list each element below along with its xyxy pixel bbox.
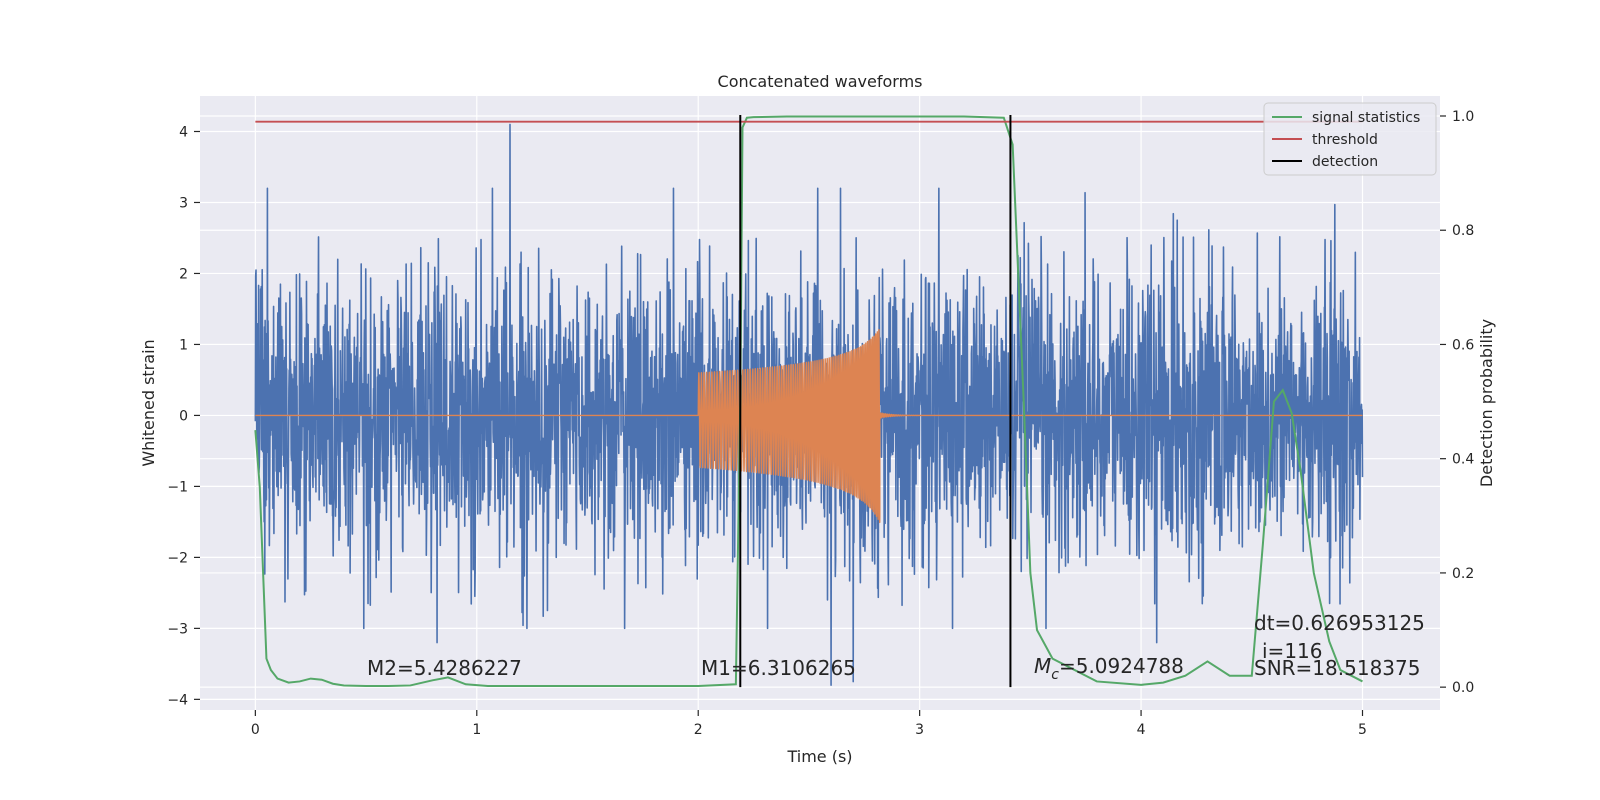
y-tick-label: 0 [179, 408, 188, 424]
detection-lines [739, 114, 1012, 688]
x-tick-label: 0 [251, 722, 260, 738]
annotation-snr: SNR=18.518375 [1254, 656, 1420, 680]
legend-frame [1263, 102, 1437, 176]
y-axis-label: Whitened strain [139, 339, 158, 466]
y-right-tick-label: 0.6 [1452, 337, 1474, 353]
y-right-tick-label: 0.8 [1452, 223, 1474, 239]
y-tick-label: −3 [167, 621, 188, 637]
ticks: 0 1 2 3 4 5 4 3 2 1 0 −1 −2 −3 −4 1.0 0.8 0.6 0.4 0.2 0.0 [167, 109, 1474, 738]
x-tick-label: 5 [1358, 722, 1367, 738]
series-signal-line [255, 329, 1363, 524]
legend-label-detection: detection [1312, 154, 1378, 170]
x-tick-label: 4 [1137, 722, 1146, 738]
y-right-tick-label: 1.0 [1452, 109, 1474, 125]
y-tick-label: 4 [179, 124, 188, 140]
x-axis-label: Time (s) [786, 747, 852, 766]
legend-label-threshold: threshold [1312, 132, 1378, 148]
y-right-tick-label: 0.0 [1452, 680, 1474, 696]
annotation-mc-value: =5.0924788 [1059, 654, 1184, 678]
legend-label-signal-statistics: signal statistics [1312, 110, 1420, 126]
series-layer [254, 115, 1364, 688]
y-right-tick-label: 0.2 [1452, 566, 1474, 582]
annotation-i: i=116 [1262, 639, 1323, 663]
annotation-mc-subscript: c [1051, 667, 1059, 683]
series-signal-statistics-line [254, 115, 1363, 688]
x-tick-label: 1 [472, 722, 481, 738]
x-tick-label: 2 [694, 722, 703, 738]
y-tick-label: −2 [167, 550, 188, 566]
annotation-m1: M1=6.3106265 [701, 656, 856, 680]
y-tick-label: 3 [179, 195, 188, 211]
annotation-dt: dt=0.626953125 [1254, 611, 1425, 635]
y-tick-label: 1 [179, 337, 188, 353]
legend: signal statistics threshold detection [1263, 102, 1437, 176]
y-axis-right-label: Detection probability [1477, 319, 1496, 487]
y-tick-label: −4 [167, 692, 188, 708]
y-tick-label: −1 [167, 479, 188, 495]
y-right-tick-label: 0.4 [1452, 452, 1474, 468]
annotation-mc: Mc=5.0924788 [1034, 654, 1184, 683]
annotation-mc-symbol: M [1034, 654, 1051, 678]
annotation-m2: M2=5.4286227 [367, 656, 522, 680]
y-tick-label: 2 [179, 266, 188, 282]
x-tick-label: 3 [915, 722, 924, 738]
chart-title: Concatenated waveforms [718, 72, 923, 91]
